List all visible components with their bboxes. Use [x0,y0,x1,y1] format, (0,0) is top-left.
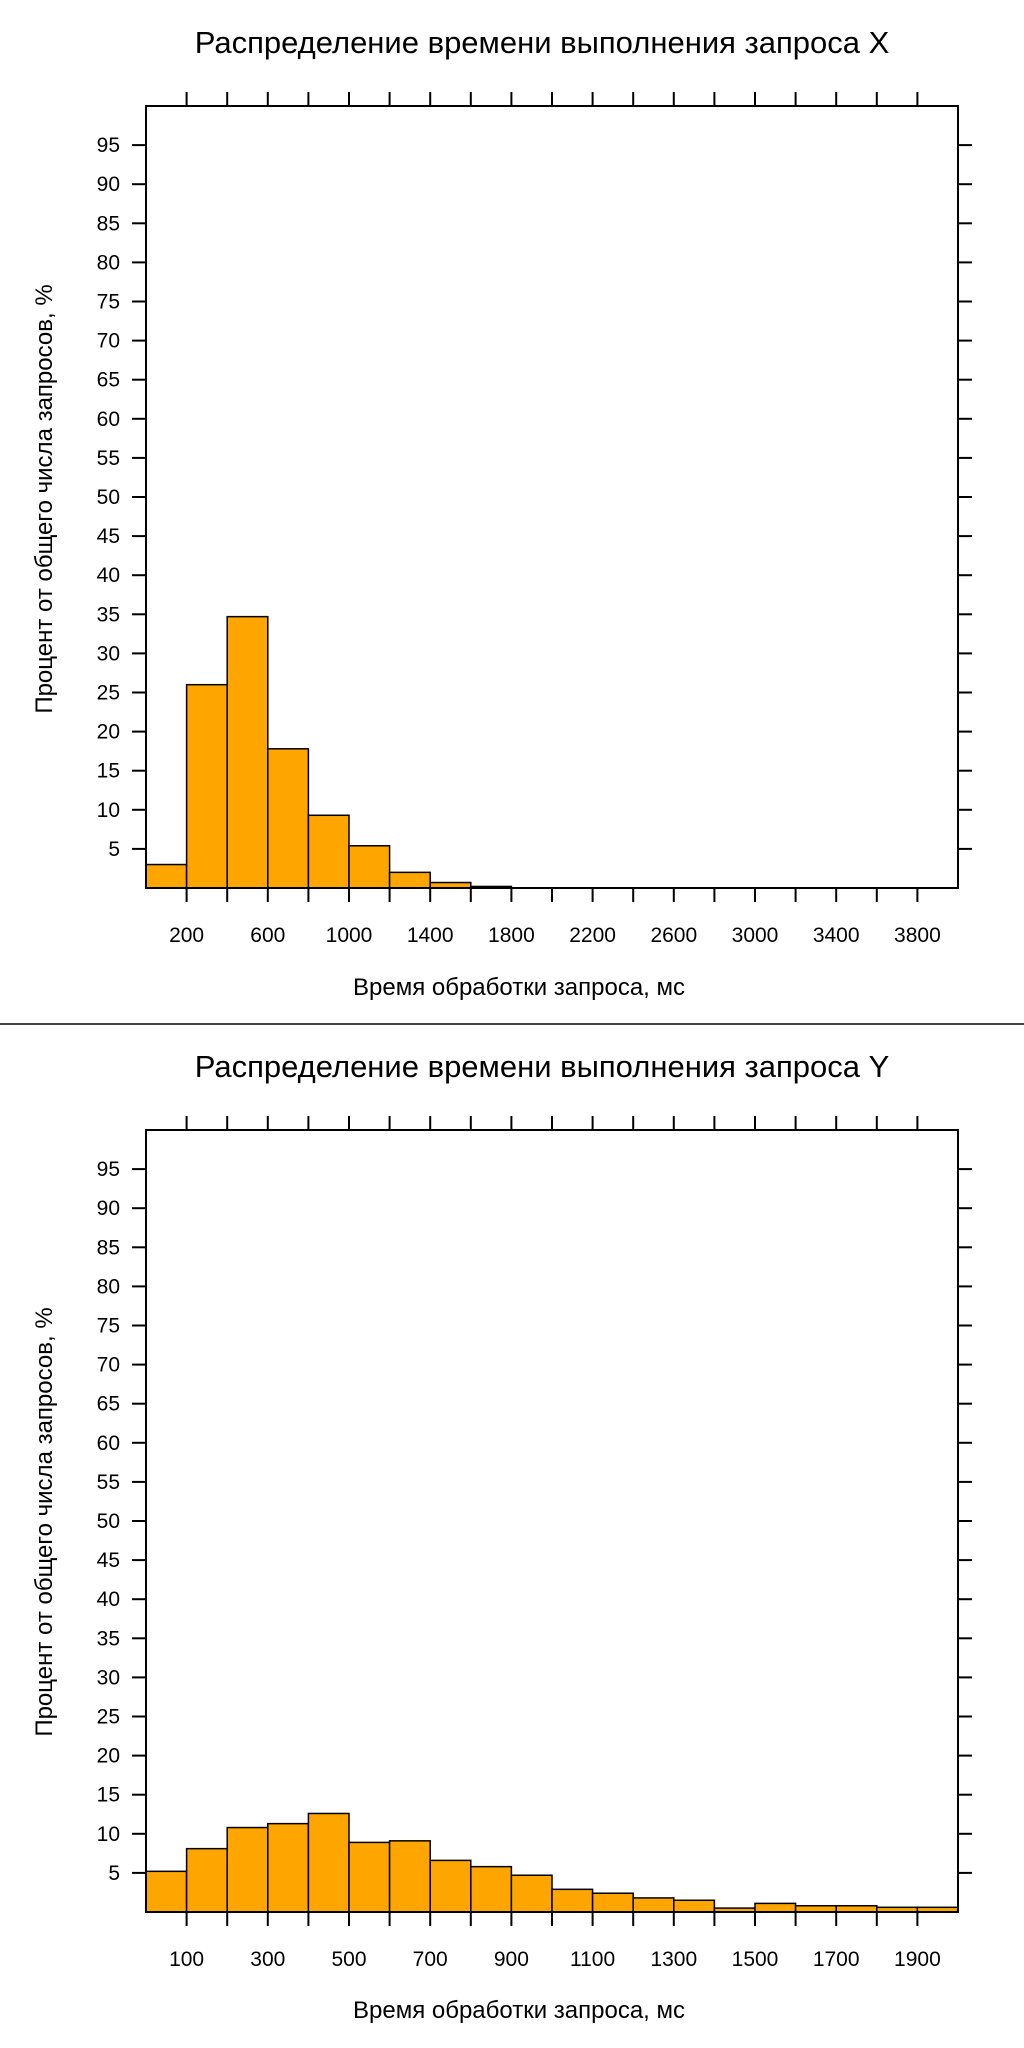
chart-x-y-tick-label: 65 [97,369,120,392]
chart-x-y-tick-label: 80 [97,251,120,274]
chart-y-bar [673,1899,716,1913]
chart-y-x-tick-label: 300 [250,1948,285,1971]
chart-y-bar [754,1902,797,1913]
chart-y-y-tick-label: 15 [97,1784,120,1807]
chart-x-y-tick-label: 35 [97,603,120,626]
chart-y-bar [307,1812,350,1913]
chart-x-bars [145,615,513,889]
chart-x-x-tick-label: 3000 [732,924,779,947]
chart-x-x-tick-label: 1800 [488,924,535,947]
chart-x-y-tick-label: 55 [97,447,120,470]
chart-y-bar [348,1841,391,1913]
chart-x-plot-frame [145,105,959,889]
chart-y-plot-frame [145,1129,959,1913]
chart-y-y-tick-label: 30 [97,1666,120,1689]
chart-x-bar [307,814,350,889]
chart-x-bar [267,748,310,889]
chart-y-bar [429,1859,472,1913]
chart-x-y-tick-label: 50 [97,486,120,509]
chart-x-ylabel: Процент от общего числа запросов, % [31,284,58,713]
chart-x-x-tick-label: 2600 [650,924,697,947]
chart-y-xlabel: Время обработки запроса, мс [353,1997,685,2024]
chart-x-xlabel: Время обработки запроса, мс [353,974,685,1001]
chart-x-x-tick-label: 3800 [894,924,941,947]
chart-x-y-tick-label: 25 [97,682,120,705]
chart-y-y-tick-label: 70 [97,1354,120,1377]
chart-y-x-tick-label: 500 [331,1948,366,1971]
chart-x-y-tick-label: 10 [97,799,120,822]
chart-x-y-tick-label: 75 [97,291,120,314]
chart-y-bar [632,1897,675,1913]
chart-y-x-tick-label: 1300 [650,1948,697,1971]
chart-y-y-tick-label: 35 [97,1627,120,1650]
chart-y-bar [510,1874,553,1913]
chart-x-x-tick-label: 600 [250,924,285,947]
chart-y-y-tick-label: 5 [108,1862,120,1885]
chart-y-x-tick-label: 1100 [570,1948,615,1971]
chart-y-y-tick-label: 90 [97,1197,120,1220]
chart-y-y-tick-label: 95 [97,1158,120,1181]
chart-x-bar [185,683,228,889]
chart-x-y-tick-label: 45 [97,525,120,548]
chart-y-x-tick-label: 900 [494,1948,529,1971]
chart-y-bar [551,1888,594,1913]
chart-x-y-tick-label: 15 [97,760,120,783]
chart-y-y-tick-label: 20 [97,1745,120,1768]
chart-x-y-tick-label: 90 [97,173,120,196]
chart-y: Распределение времени выполнения запроса… [31,1049,972,2024]
chart-y-y-tick-label: 40 [97,1588,120,1611]
chart-y-bar [145,1870,188,1913]
chart-y-y-tick-label: 10 [97,1823,120,1846]
chart-y-y-tick-label: 85 [97,1236,120,1259]
chart-y-bar [591,1892,634,1913]
chart-x-y-tick-label: 85 [97,212,120,235]
chart-y-y-tick-label: 45 [97,1549,120,1572]
chart-x-y-tick-label: 70 [97,330,120,353]
chart-y-bar [388,1840,431,1913]
chart-x-bar [388,871,431,889]
chart-y-x-tick-label: 100 [169,1948,204,1971]
chart-x-bar [348,845,391,889]
chart-x-y-tick-label: 40 [97,564,120,587]
chart-x-y-tick-label: 60 [97,408,120,431]
chart-x-x-tick-label: 200 [169,924,204,947]
chart-y-x-tick-label: 1900 [894,1948,941,1971]
chart-x-bar [145,863,188,889]
chart-x-y-tick-label: 30 [97,642,120,665]
chart-x-x-tick-label: 3400 [813,924,860,947]
chart-y-x-tick-label: 1500 [732,1948,779,1971]
chart-y-bar [470,1865,513,1913]
chart-y-y-tick-label: 65 [97,1393,120,1416]
chart-y-x-tick-label: 1700 [813,1948,860,1971]
chart-x-x-tick-label: 1400 [407,924,454,947]
chart-x-axes: 200 600 1000 1400 1800 2200 2600 3000 3400 3800 5 1… [97,92,972,947]
chart-y-title: Распределение времени выполнения запроса… [195,1049,890,1084]
chart-x-x-tick-label: 2200 [569,924,616,947]
chart-x: Распределение времени выполнения запроса… [31,25,972,1001]
chart-x-x-tick-label: 1000 [326,924,373,947]
chart-x-title: Распределение времени выполнения запроса… [195,25,890,60]
chart-y-y-tick-label: 75 [97,1315,120,1338]
chart-y-y-tick-label: 55 [97,1471,120,1494]
chart-y-bar [267,1822,310,1913]
chart-y-y-tick-label: 60 [97,1432,120,1455]
chart-y-axes: 100 300 500 700 900 1100 1300 1500 1700 1900 5 10 15… [97,1116,972,1971]
chart-y-bar [185,1847,228,1913]
chart-x-bar [226,615,269,889]
chart-y-y-tick-label: 25 [97,1706,120,1729]
chart-x-y-tick-label: 95 [97,134,120,157]
chart-y-y-tick-label: 80 [97,1275,120,1298]
chart-y-ylabel: Процент от общего числа запросов, % [31,1307,58,1736]
chart-y-bar [226,1826,269,1913]
chart-x-y-tick-label: 20 [97,721,120,744]
chart-y-y-tick-label: 50 [97,1510,120,1533]
chart-y-bars [145,1812,959,1913]
chart-y-x-tick-label: 700 [413,1948,448,1971]
chart-x-y-tick-label: 5 [108,838,120,861]
